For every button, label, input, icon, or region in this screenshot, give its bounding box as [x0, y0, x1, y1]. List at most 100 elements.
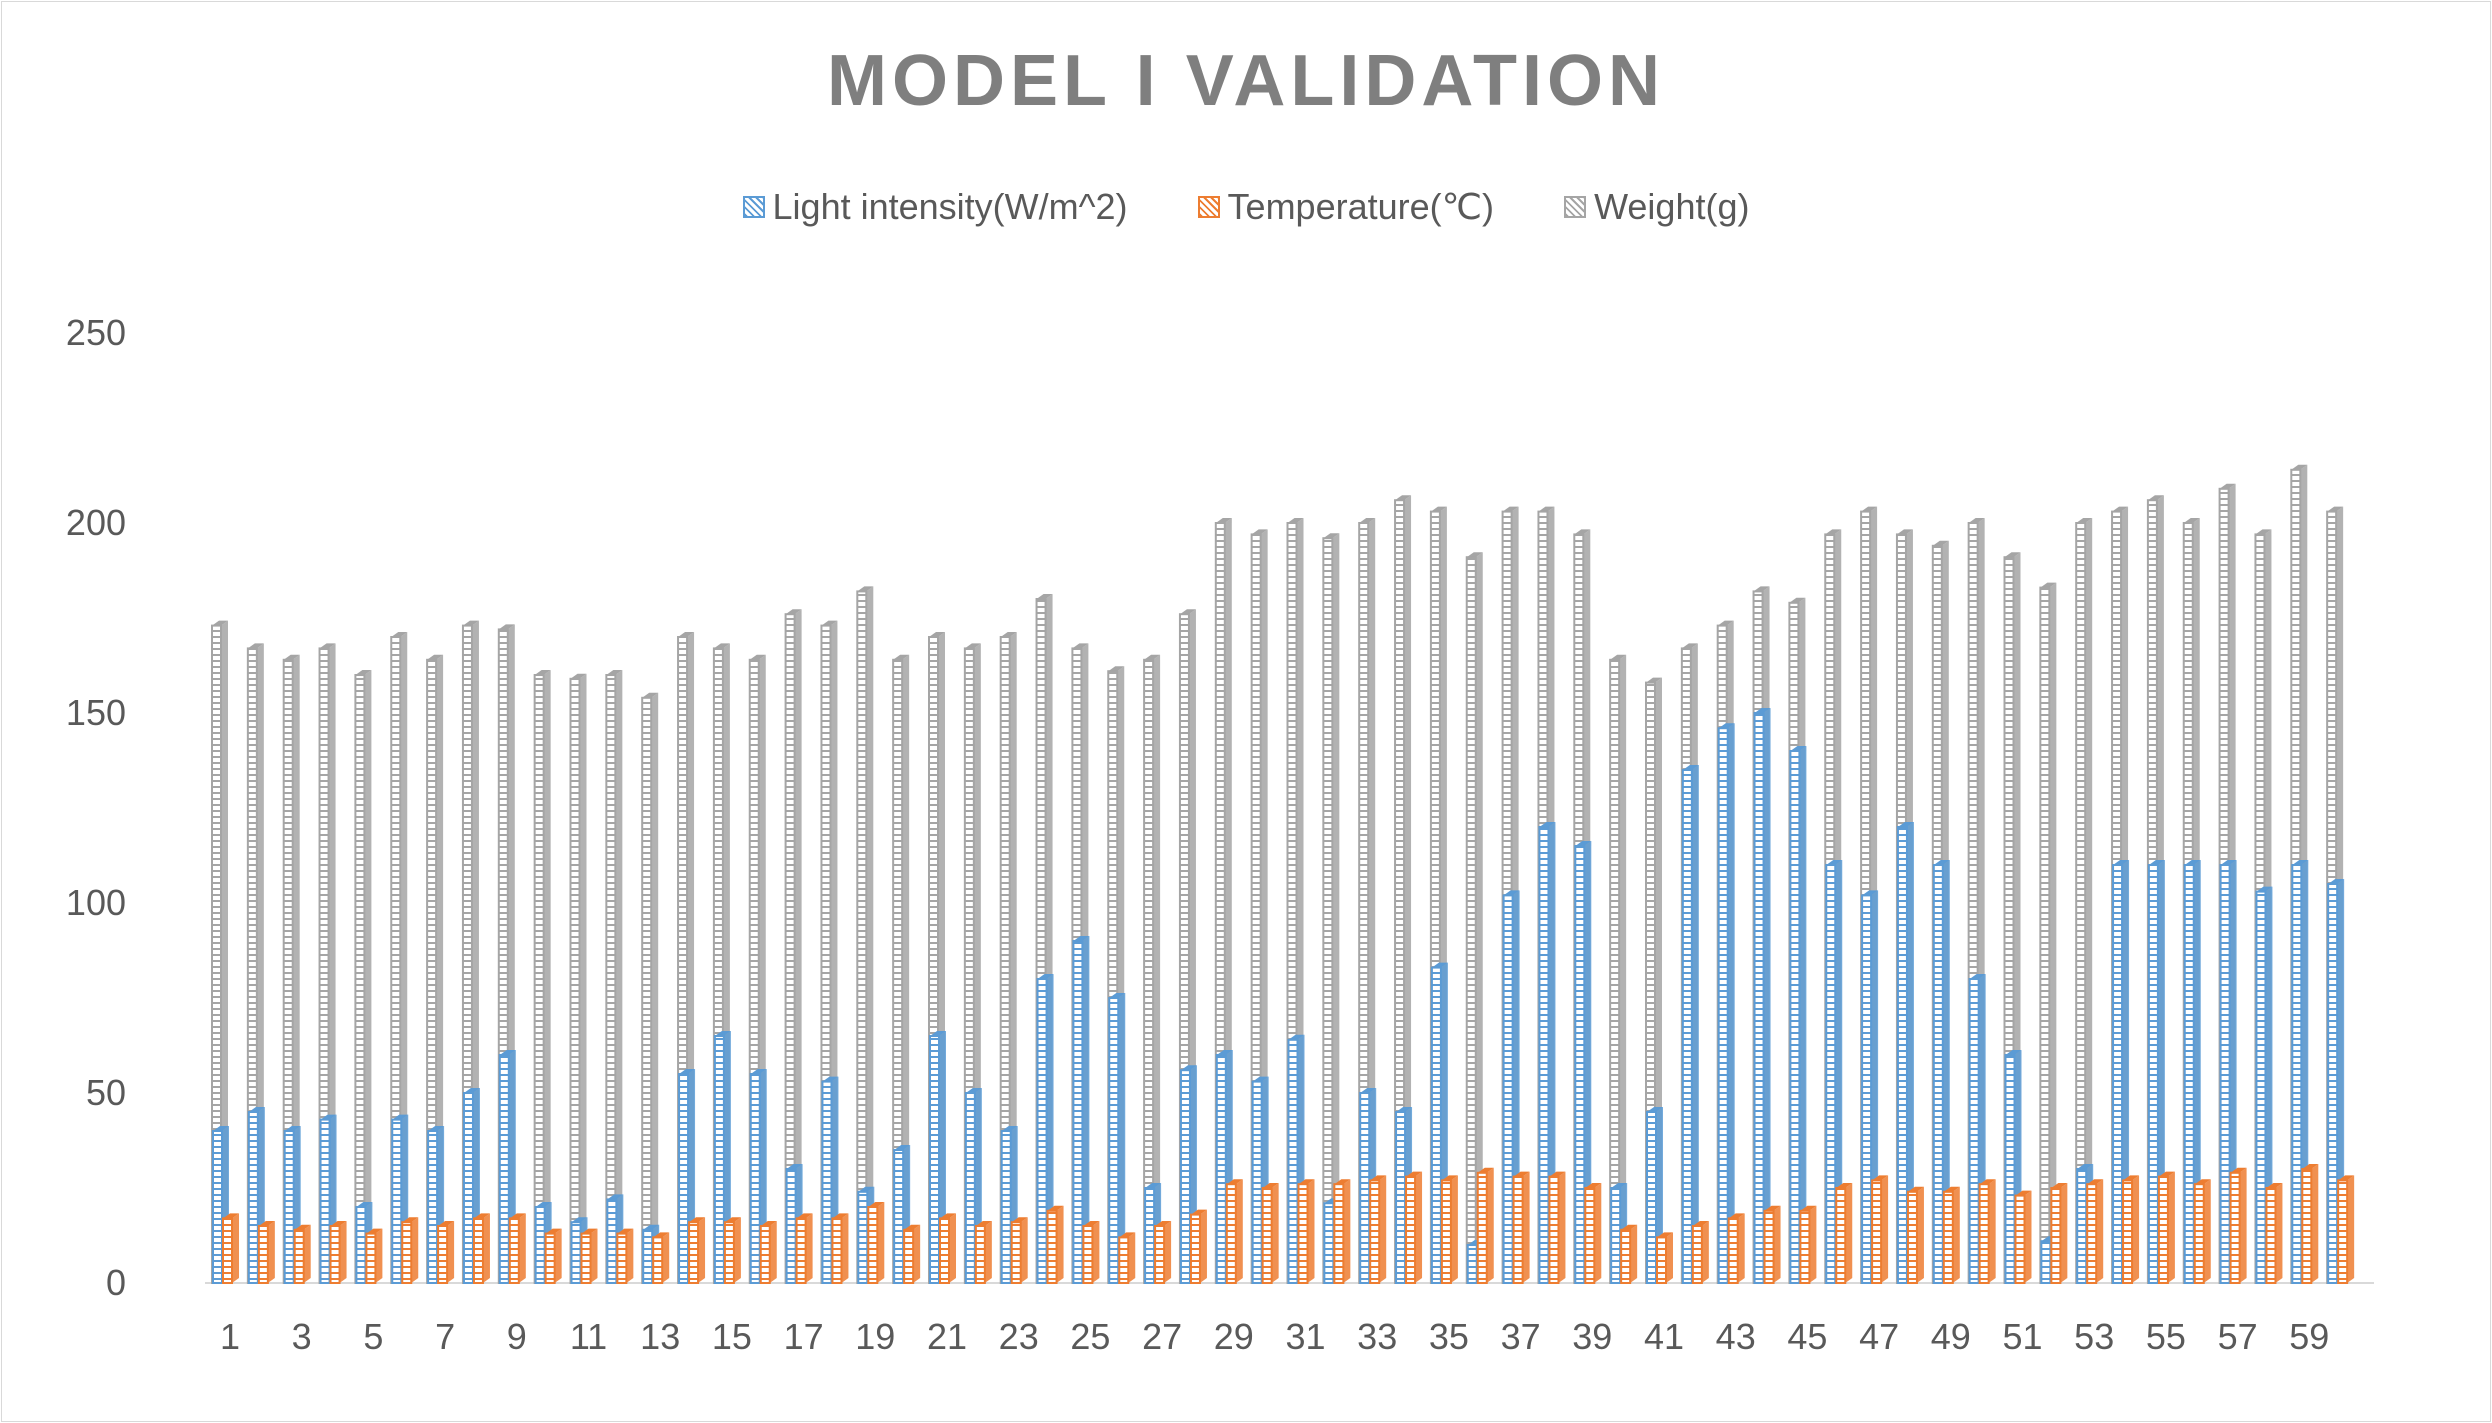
- legend-label-light-intensity: Light intensity(W/m^2): [772, 186, 1128, 227]
- bar-light-intensity: [1538, 822, 1556, 1284]
- bar-temperature: [1799, 1205, 1817, 1285]
- bar-temperature: [222, 1213, 239, 1285]
- bar-temperature: [508, 1213, 526, 1285]
- bar-temperature: [2265, 1183, 2283, 1284]
- x-tick-label: 29: [1214, 1316, 1254, 1357]
- bar-temperature: [1082, 1221, 1100, 1284]
- bar-temperature: [759, 1221, 777, 1284]
- bar-temperature: [1261, 1183, 1279, 1284]
- bar-temperature: [903, 1224, 921, 1285]
- bar-light-intensity: [1681, 765, 1699, 1284]
- x-tick-label: 3: [292, 1316, 312, 1357]
- bar-marks: [205, 464, 2374, 1285]
- bar-temperature: [544, 1228, 562, 1284]
- bar-weight: [2039, 582, 2057, 1284]
- legend-item-light-intensity: Light intensity(W/m^2): [742, 186, 1128, 228]
- x-tick-label: 1: [220, 1316, 240, 1357]
- legend-item-temperature: Temperature(℃): [1197, 186, 1495, 228]
- bar-temperature: [2050, 1183, 2068, 1284]
- bar-temperature: [1440, 1175, 1458, 1285]
- bar-light-intensity: [1932, 860, 1950, 1284]
- bar-temperature: [1297, 1179, 1315, 1284]
- bar-weight: [569, 673, 587, 1284]
- bar-temperature: [1405, 1171, 1423, 1284]
- y-axis-ticks: 0 50 100 150 200 250: [66, 312, 126, 1303]
- bar-temperature: [723, 1217, 741, 1284]
- bar-weight: [856, 586, 874, 1284]
- bar-temperature: [1225, 1179, 1243, 1284]
- x-tick-label: 37: [1501, 1316, 1541, 1357]
- legend-item-weight: Weight(g): [1564, 186, 1749, 228]
- bar-temperature: [437, 1221, 455, 1284]
- bar-temperature: [2193, 1179, 2211, 1284]
- x-tick-label: 55: [2146, 1316, 2186, 1357]
- bar-temperature: [472, 1213, 490, 1285]
- legend-label-weight: Weight(g): [1594, 186, 1750, 227]
- bar-light-intensity: [1896, 822, 1914, 1284]
- bar-temperature: [1691, 1221, 1709, 1284]
- bar-temperature: [2014, 1190, 2032, 1284]
- bar-temperature: [939, 1213, 956, 1285]
- bar-temperature: [2229, 1167, 2247, 1285]
- bar-temperature: [1548, 1171, 1566, 1284]
- bar-temperature: [1620, 1224, 1638, 1285]
- y-tick-label: 50: [86, 1072, 126, 1113]
- bar-temperature: [1942, 1186, 1960, 1285]
- bar-light-intensity: [1574, 841, 1592, 1284]
- bar-temperature: [688, 1217, 706, 1284]
- bar-temperature: [652, 1232, 670, 1285]
- bar-temperature: [1763, 1205, 1781, 1285]
- x-tick-label: 47: [1859, 1316, 1899, 1357]
- bar-temperature: [1512, 1171, 1530, 1284]
- legend-label-temperature: Temperature(℃): [1227, 186, 1495, 227]
- x-tick-label: 7: [435, 1316, 455, 1357]
- x-tick-label: 21: [927, 1316, 967, 1357]
- bar-temperature: [2157, 1171, 2175, 1284]
- x-tick-label: 33: [1357, 1316, 1397, 1357]
- bar-temperature: [1584, 1183, 1602, 1284]
- bar-weight: [426, 654, 444, 1284]
- bar-temperature: [1118, 1232, 1136, 1285]
- bar-temperature: [795, 1213, 813, 1285]
- bar-light-intensity: [1753, 708, 1771, 1284]
- bar-light-intensity: [2255, 886, 2273, 1284]
- bar-temperature: [974, 1221, 992, 1284]
- bar-temperature: [2337, 1175, 2355, 1285]
- x-tick-label: 5: [363, 1316, 383, 1357]
- x-tick-label: 9: [507, 1316, 527, 1357]
- bar-temperature: [401, 1217, 419, 1284]
- chart-title: MODEL I VALIDATION: [827, 41, 1665, 121]
- bar-temperature: [1369, 1175, 1387, 1285]
- bar-temperature: [1656, 1232, 1673, 1285]
- x-tick-label: 57: [2218, 1316, 2258, 1357]
- bar-temperature: [1010, 1217, 1028, 1284]
- x-tick-label: 43: [1716, 1316, 1756, 1357]
- x-axis-ticks: 1 3 5 7 9 11 13 15 17 19 21 23 25 27 29 31 33 35 37 39 41 43 4…: [220, 1316, 2329, 1357]
- y-tick-label: 0: [106, 1262, 126, 1303]
- x-tick-label: 11: [570, 1316, 607, 1357]
- bar-temperature: [2086, 1179, 2104, 1284]
- bar-temperature: [867, 1202, 885, 1284]
- bar-temperature: [1154, 1221, 1172, 1284]
- x-tick-label: 45: [1787, 1316, 1827, 1357]
- legend-swatch-light-intensity: [742, 196, 765, 218]
- bar-light-intensity: [2183, 860, 2201, 1284]
- bar-weight: [605, 670, 623, 1284]
- x-tick-label: 25: [1070, 1316, 1110, 1357]
- y-tick-label: 100: [66, 882, 126, 923]
- bar-weight: [1394, 495, 1412, 1284]
- x-tick-label: 59: [2289, 1316, 2329, 1357]
- x-tick-label: 23: [999, 1316, 1039, 1357]
- bar-temperature: [1835, 1183, 1853, 1284]
- x-tick-label: 41: [1644, 1316, 1684, 1357]
- bar-temperature: [2301, 1164, 2319, 1284]
- bar-weight: [1322, 533, 1340, 1284]
- bar-light-intensity: [1072, 936, 1090, 1284]
- x-tick-label: 17: [784, 1316, 824, 1357]
- legend-swatch-temperature: [1197, 196, 1220, 218]
- x-tick-label: 39: [1572, 1316, 1612, 1357]
- y-tick-label: 150: [66, 692, 126, 733]
- x-tick-label: 15: [712, 1316, 752, 1357]
- legend-swatch-weight: [1564, 196, 1587, 218]
